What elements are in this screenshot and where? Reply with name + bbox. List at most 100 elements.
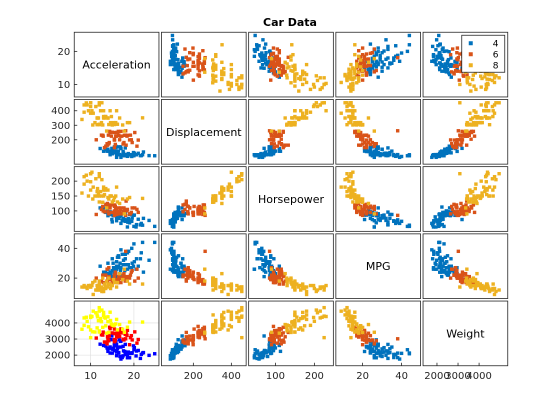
data-point	[360, 207, 365, 212]
data-point	[107, 203, 112, 207]
data-point	[214, 54, 218, 59]
data-point	[176, 211, 180, 215]
data-point	[293, 283, 297, 288]
data-point	[439, 263, 443, 267]
y-tick-label: 400	[51, 106, 70, 117]
data-point	[277, 279, 282, 283]
data-point	[390, 149, 394, 153]
diagonal-label: Displacement	[166, 126, 242, 139]
data-point	[120, 252, 124, 256]
data-point	[117, 210, 122, 215]
data-point	[277, 140, 282, 145]
data-point	[123, 337, 128, 341]
data-point	[460, 129, 464, 134]
data-point	[441, 64, 445, 68]
data-point	[188, 271, 192, 276]
data-point	[353, 315, 357, 319]
data-point	[179, 71, 183, 75]
data-point	[449, 75, 453, 79]
data-point	[114, 194, 118, 198]
data-point	[297, 327, 301, 331]
data-point	[106, 205, 111, 210]
data-point	[218, 327, 222, 331]
data-point	[479, 103, 483, 107]
data-point	[138, 356, 143, 361]
data-point	[100, 101, 104, 105]
y-tick-label: 300	[51, 121, 70, 132]
data-point	[95, 122, 99, 127]
data-point	[262, 268, 266, 273]
data-point	[176, 70, 181, 74]
data-point	[180, 206, 184, 210]
panel-border	[73, 233, 160, 299]
data-point	[121, 142, 125, 146]
data-point	[111, 346, 116, 350]
data-point	[269, 145, 274, 149]
data-point	[130, 261, 134, 265]
data-point	[186, 337, 190, 341]
data-point	[104, 331, 109, 335]
data-point	[222, 194, 226, 198]
data-point	[125, 279, 130, 283]
data-point	[370, 217, 375, 222]
data-point	[95, 313, 99, 317]
data-point	[474, 182, 478, 186]
data-point	[181, 56, 185, 60]
data-point	[293, 109, 297, 113]
data-point	[269, 330, 274, 334]
data-point	[214, 280, 218, 285]
data-point	[360, 342, 365, 347]
data-point	[279, 338, 284, 343]
data-point	[271, 333, 276, 338]
data-point	[173, 345, 178, 350]
data-point	[487, 194, 492, 198]
data-point	[395, 213, 400, 218]
data-point	[211, 323, 215, 327]
data-point	[490, 288, 495, 292]
data-point	[281, 331, 285, 335]
panel-border	[248, 166, 334, 232]
data-point	[372, 129, 376, 133]
data-point	[374, 351, 378, 356]
data-point	[436, 251, 440, 255]
data-point	[203, 56, 207, 61]
data-point	[386, 210, 390, 214]
data-point	[275, 279, 280, 283]
data-point	[172, 261, 176, 265]
data-point	[88, 335, 93, 340]
data-point	[172, 212, 176, 217]
data-point	[121, 337, 125, 341]
data-point	[277, 146, 282, 151]
data-point	[252, 354, 257, 358]
data-point	[260, 252, 265, 256]
data-point	[117, 330, 121, 335]
data-point	[106, 213, 110, 218]
data-point	[267, 264, 272, 268]
data-point	[293, 63, 297, 67]
data-point	[355, 334, 359, 338]
data-point	[362, 338, 367, 342]
data-point	[218, 191, 222, 195]
data-point	[196, 66, 200, 71]
data-point	[191, 337, 195, 342]
data-point	[314, 101, 319, 105]
data-point	[491, 72, 495, 77]
data-point	[235, 180, 239, 184]
data-point	[275, 59, 280, 64]
data-point	[176, 265, 180, 270]
data-point	[297, 318, 301, 323]
data-point	[384, 57, 388, 62]
panel-mpg-vs-horsepower	[248, 233, 334, 299]
data-point	[80, 191, 84, 195]
data-point	[211, 197, 215, 201]
data-point	[469, 285, 473, 289]
data-point	[222, 188, 226, 192]
data-point	[184, 199, 189, 203]
data-point	[211, 58, 215, 62]
data-point	[114, 155, 119, 160]
data-point	[374, 343, 378, 347]
data-point	[285, 325, 289, 330]
data-point	[237, 286, 241, 291]
data-point	[180, 217, 184, 222]
data-point	[454, 142, 458, 146]
